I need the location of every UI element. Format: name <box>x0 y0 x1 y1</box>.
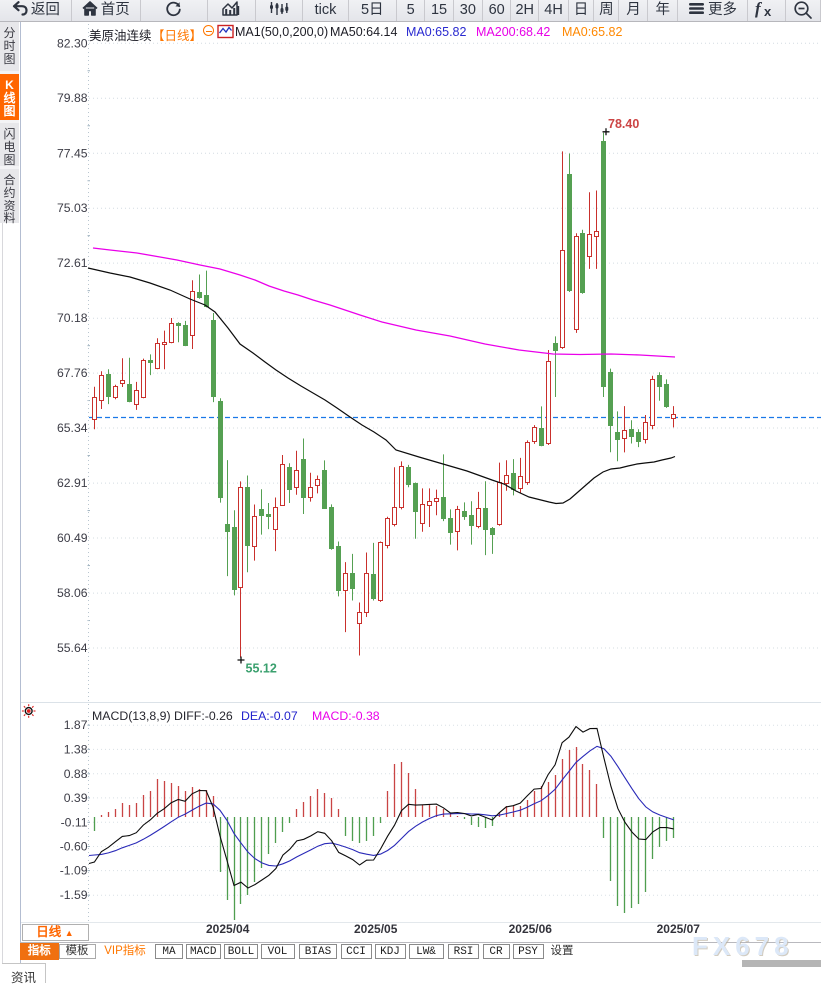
svg-text:DIFF:-0.26: DIFF:-0.26 <box>174 709 233 723</box>
svg-text:x: x <box>764 4 772 18</box>
svg-text:58.06: 58.06 <box>57 586 88 600</box>
svg-text:62.91: 62.91 <box>57 476 88 490</box>
svg-text:2025/07: 2025/07 <box>657 922 701 936</box>
svg-text:55.12: 55.12 <box>246 662 277 676</box>
svg-text:-0.60: -0.60 <box>60 840 88 854</box>
svg-text:-1.59: -1.59 <box>60 888 88 902</box>
svg-text:78.40: 78.40 <box>608 117 639 131</box>
svg-text:55.64: 55.64 <box>57 641 88 655</box>
svg-text:1.87: 1.87 <box>64 718 88 732</box>
svg-text:75.03: 75.03 <box>57 201 88 215</box>
svg-text:-0.11: -0.11 <box>61 815 88 829</box>
svg-text:0.39: 0.39 <box>64 791 88 805</box>
svg-text:1.38: 1.38 <box>64 742 88 756</box>
svg-text:f: f <box>755 0 763 18</box>
svg-text:67.76: 67.76 <box>57 366 88 380</box>
svg-text:82.30: 82.30 <box>57 36 88 50</box>
svg-text:79.88: 79.88 <box>57 91 88 105</box>
svg-text:DEA:-0.07: DEA:-0.07 <box>241 709 298 723</box>
svg-text:77.45: 77.45 <box>57 146 88 160</box>
svg-text:65.34: 65.34 <box>57 421 88 435</box>
svg-text:MACD(13,8,9): MACD(13,8,9) <box>92 709 171 723</box>
svg-text:2025/05: 2025/05 <box>354 922 398 936</box>
svg-text:60.49: 60.49 <box>57 531 88 545</box>
svg-text:70.18: 70.18 <box>57 311 88 325</box>
svg-text:MACD:-0.38: MACD:-0.38 <box>312 709 380 723</box>
svg-text:72.61: 72.61 <box>57 256 88 270</box>
svg-text:0.88: 0.88 <box>64 767 88 781</box>
svg-text:2025/04: 2025/04 <box>206 922 250 936</box>
svg-text:2025/06: 2025/06 <box>509 922 553 936</box>
svg-text:-1.09: -1.09 <box>60 864 88 878</box>
